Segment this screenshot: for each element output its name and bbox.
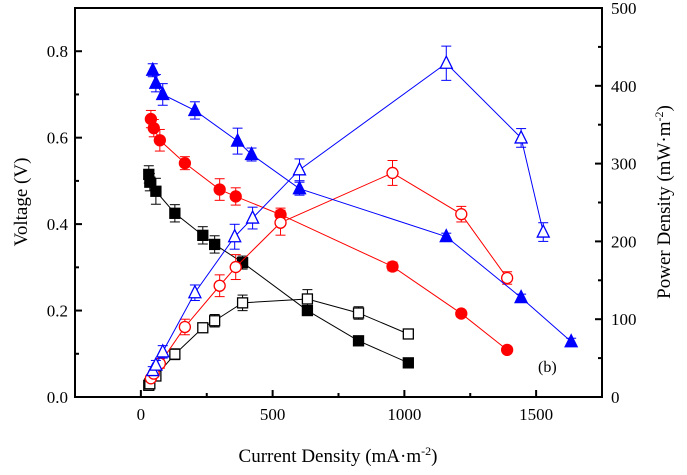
data-point-triangle: [148, 74, 163, 89]
y-tick-label: 0.2: [47, 302, 68, 321]
data-point-triangle: [155, 85, 170, 101]
data-point-triangle: [439, 54, 454, 69]
data-point-triangle: [292, 161, 307, 176]
data-point-triangle: [564, 333, 579, 348]
x-axis-title-sup: -2: [421, 444, 431, 458]
data-point-square: [209, 238, 221, 251]
data-point-triangle: [514, 129, 529, 144]
data-point-circle: [213, 183, 226, 196]
x-tick-label: 1500: [519, 405, 553, 424]
y2-axis-title-text: Power Density (mW·m: [654, 121, 675, 299]
data-point-triangle: [230, 132, 245, 147]
data-point-circle: [147, 122, 160, 135]
data-point-square: [169, 207, 181, 219]
series-layer: [143, 45, 579, 391]
x-tick-label: 500: [260, 405, 286, 424]
data-point-circle: [178, 157, 192, 170]
data-point-circle: [500, 343, 514, 357]
data-point-circle: [455, 208, 468, 221]
y-tick-label: 0.8: [47, 42, 68, 61]
data-point-circle: [386, 260, 399, 273]
y-axis-title: Voltage (V): [11, 158, 32, 247]
series-line: [148, 298, 409, 386]
data-point-triangle: [439, 228, 454, 243]
data-point-triangle: [145, 61, 160, 76]
panel-label: (b): [538, 359, 557, 376]
x-tick-label: 0: [137, 405, 146, 424]
y-tick-label: 0.4: [47, 215, 69, 234]
data-point-triangle: [514, 289, 529, 304]
data-point-square: [150, 185, 162, 197]
y-tick-label: 0.0: [47, 388, 68, 407]
data-point-triangle: [187, 284, 202, 299]
y2-tick-label: 400: [611, 77, 637, 96]
series-black-voltage: [143, 165, 414, 369]
data-point-square: [197, 322, 209, 334]
data-point-circle: [500, 271, 514, 285]
data-point-square: [169, 348, 181, 360]
series-blue-voltage: [145, 61, 579, 348]
data-point-circle: [229, 260, 242, 274]
data-point-square: [197, 229, 209, 241]
series-blue-power: [145, 45, 551, 377]
series-red-voltage: [144, 109, 514, 357]
data-point-triangle: [227, 228, 242, 243]
series-red-power: [144, 159, 514, 385]
y2-tick-label: 100: [611, 310, 637, 329]
series-line: [150, 118, 508, 351]
data-point-square: [352, 335, 365, 347]
y2-tick-label: 200: [611, 232, 637, 251]
data-point-circle: [213, 279, 226, 292]
data-point-square: [236, 297, 249, 309]
data-point-triangle: [536, 223, 551, 238]
data-point-triangle: [148, 356, 163, 371]
series-line: [152, 70, 572, 343]
y2-tick-label: 500: [611, 0, 637, 18]
data-point-circle: [455, 307, 468, 320]
data-point-triangle: [292, 180, 307, 195]
x-axis-title: Current Density (mA·m-2): [239, 444, 438, 467]
data-point-square: [402, 328, 414, 340]
ticks-layer: 0 500 1000 1500 0.0 0.2 0.4 0.6 0.8 0 100 200 300 400…: [47, 0, 637, 424]
y2-tick-label: 300: [611, 155, 637, 174]
data-point-circle: [386, 166, 399, 180]
x-axis-title-end: ): [431, 446, 437, 467]
data-point-triangle: [187, 101, 202, 117]
data-point-triangle: [155, 343, 170, 358]
data-point-square: [301, 293, 314, 305]
data-point-circle: [229, 190, 242, 203]
series-black-power: [143, 289, 414, 391]
data-point-circle: [153, 134, 166, 147]
data-point-triangle: [244, 146, 259, 161]
data-point-circle: [178, 320, 192, 334]
y2-axis-title-end: ): [654, 105, 675, 111]
x-tick-label: 1000: [387, 405, 421, 424]
data-point-square: [352, 307, 365, 319]
y2-axis-title: Power Density (mW·m-2): [652, 105, 675, 299]
data-point-square: [402, 357, 414, 369]
y2-axis-title-sup: -2: [652, 112, 666, 122]
series-line: [150, 172, 508, 379]
y2-tick-label: 0: [611, 388, 620, 407]
data-point-square: [209, 315, 221, 327]
data-point-triangle: [245, 209, 260, 224]
x-axis-title-text: Current Density (mA·m: [239, 446, 422, 467]
data-point-square: [144, 176, 156, 188]
data-point-circle: [274, 216, 287, 229]
y-tick-label: 0.6: [47, 129, 68, 148]
